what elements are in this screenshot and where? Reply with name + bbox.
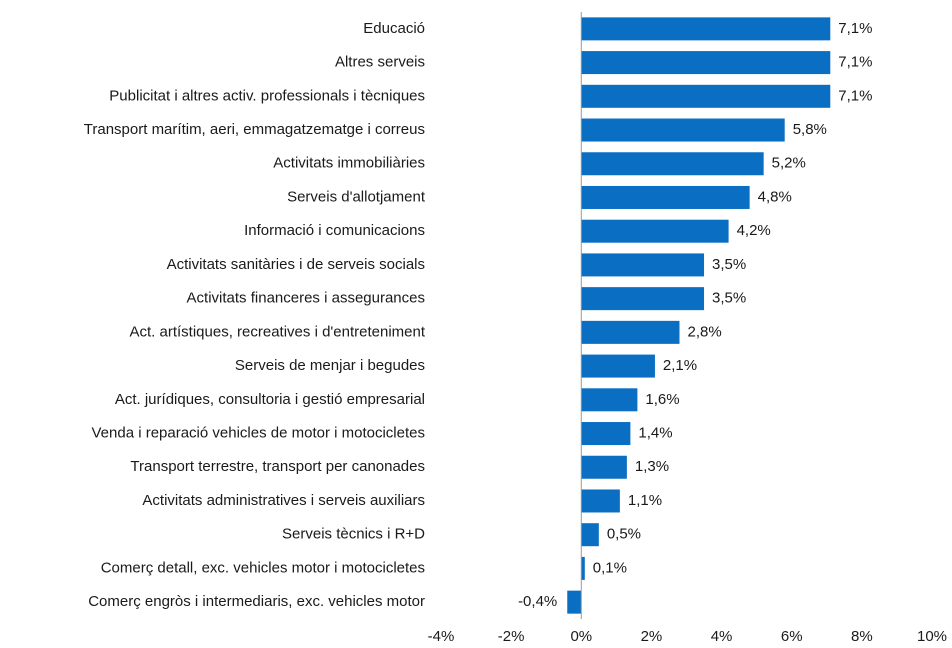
y-tick-label: Altres serveis — [335, 54, 425, 71]
bar — [581, 388, 638, 412]
y-tick-label: Publicitat i altres activ. professionals… — [109, 87, 425, 104]
data-label: 5,2% — [772, 155, 806, 172]
y-tick-label: Serveis d'allotjament — [287, 188, 426, 205]
bar — [581, 152, 764, 176]
bar — [581, 185, 750, 209]
data-label: 1,6% — [645, 391, 679, 408]
bar — [567, 590, 582, 614]
data-label: 2,8% — [687, 323, 721, 340]
y-tick-label: Serveis tècnics i R+D — [282, 526, 425, 543]
data-label: 7,1% — [838, 87, 872, 104]
data-label: 3,5% — [712, 290, 746, 307]
y-tick-label: Serveis de menjar i begudes — [235, 357, 425, 374]
x-tick-label: 6% — [781, 628, 803, 645]
y-tick-label: Activitats sanitàries i de serveis socia… — [167, 256, 425, 273]
bar — [581, 354, 655, 378]
x-tick-label: 0% — [570, 628, 592, 645]
bar — [581, 253, 705, 277]
y-tick-label: Comerç engròs i intermediaris, exc. vehi… — [88, 593, 425, 610]
data-label: 0,1% — [593, 559, 627, 576]
x-tick-label: 8% — [851, 628, 873, 645]
data-label: -0,4% — [518, 593, 557, 610]
x-tick-label: -2% — [498, 628, 525, 645]
y-tick-label: Activitats financeres i assegurances — [187, 290, 425, 307]
data-label: 0,5% — [607, 526, 641, 543]
y-tick-label: Comerç detall, exc. vehicles motor i mot… — [101, 559, 425, 576]
data-label: 1,4% — [638, 424, 672, 441]
bar — [581, 84, 831, 108]
bar — [581, 118, 785, 142]
y-tick-label: Act. artístiques, recreatives i d'entret… — [130, 323, 426, 340]
data-label: 7,1% — [838, 54, 872, 71]
data-label: 1,3% — [635, 458, 669, 475]
bar — [581, 51, 831, 75]
y-tick-label: Venda i reparació vehicles de motor i mo… — [91, 424, 425, 441]
data-label: 7,1% — [838, 20, 872, 37]
bar — [581, 523, 599, 547]
y-tick-label: Informació i comunicacions — [244, 222, 425, 239]
y-tick-label: Transport marítim, aeri, emmagatzematge … — [84, 121, 425, 138]
x-tick-label: 2% — [641, 628, 663, 645]
y-tick-label: Activitats administratives i serveis aux… — [142, 492, 425, 509]
y-tick-label: Activitats immobiliàries — [273, 155, 425, 172]
y-tick-label: Transport terrestre, transport per canon… — [130, 458, 425, 475]
x-tick-label: -4% — [428, 628, 455, 645]
data-label: 3,5% — [712, 256, 746, 273]
bar — [581, 219, 729, 243]
x-tick-label: 10% — [917, 628, 947, 645]
data-label: 4,8% — [758, 188, 792, 205]
bar — [581, 489, 620, 513]
y-tick-label: Educació — [363, 20, 425, 37]
bar — [581, 556, 585, 580]
data-label: 1,1% — [628, 492, 662, 509]
data-label: 5,8% — [793, 121, 827, 138]
data-label: 2,1% — [663, 357, 697, 374]
bar — [581, 455, 627, 479]
x-tick-label: 4% — [711, 628, 733, 645]
bar — [581, 320, 680, 344]
bar — [581, 17, 831, 41]
y-tick-label: Act. jurídiques, consultoria i gestió em… — [115, 391, 425, 408]
data-label: 4,2% — [737, 222, 771, 239]
bar — [581, 422, 631, 446]
bar — [581, 287, 705, 311]
